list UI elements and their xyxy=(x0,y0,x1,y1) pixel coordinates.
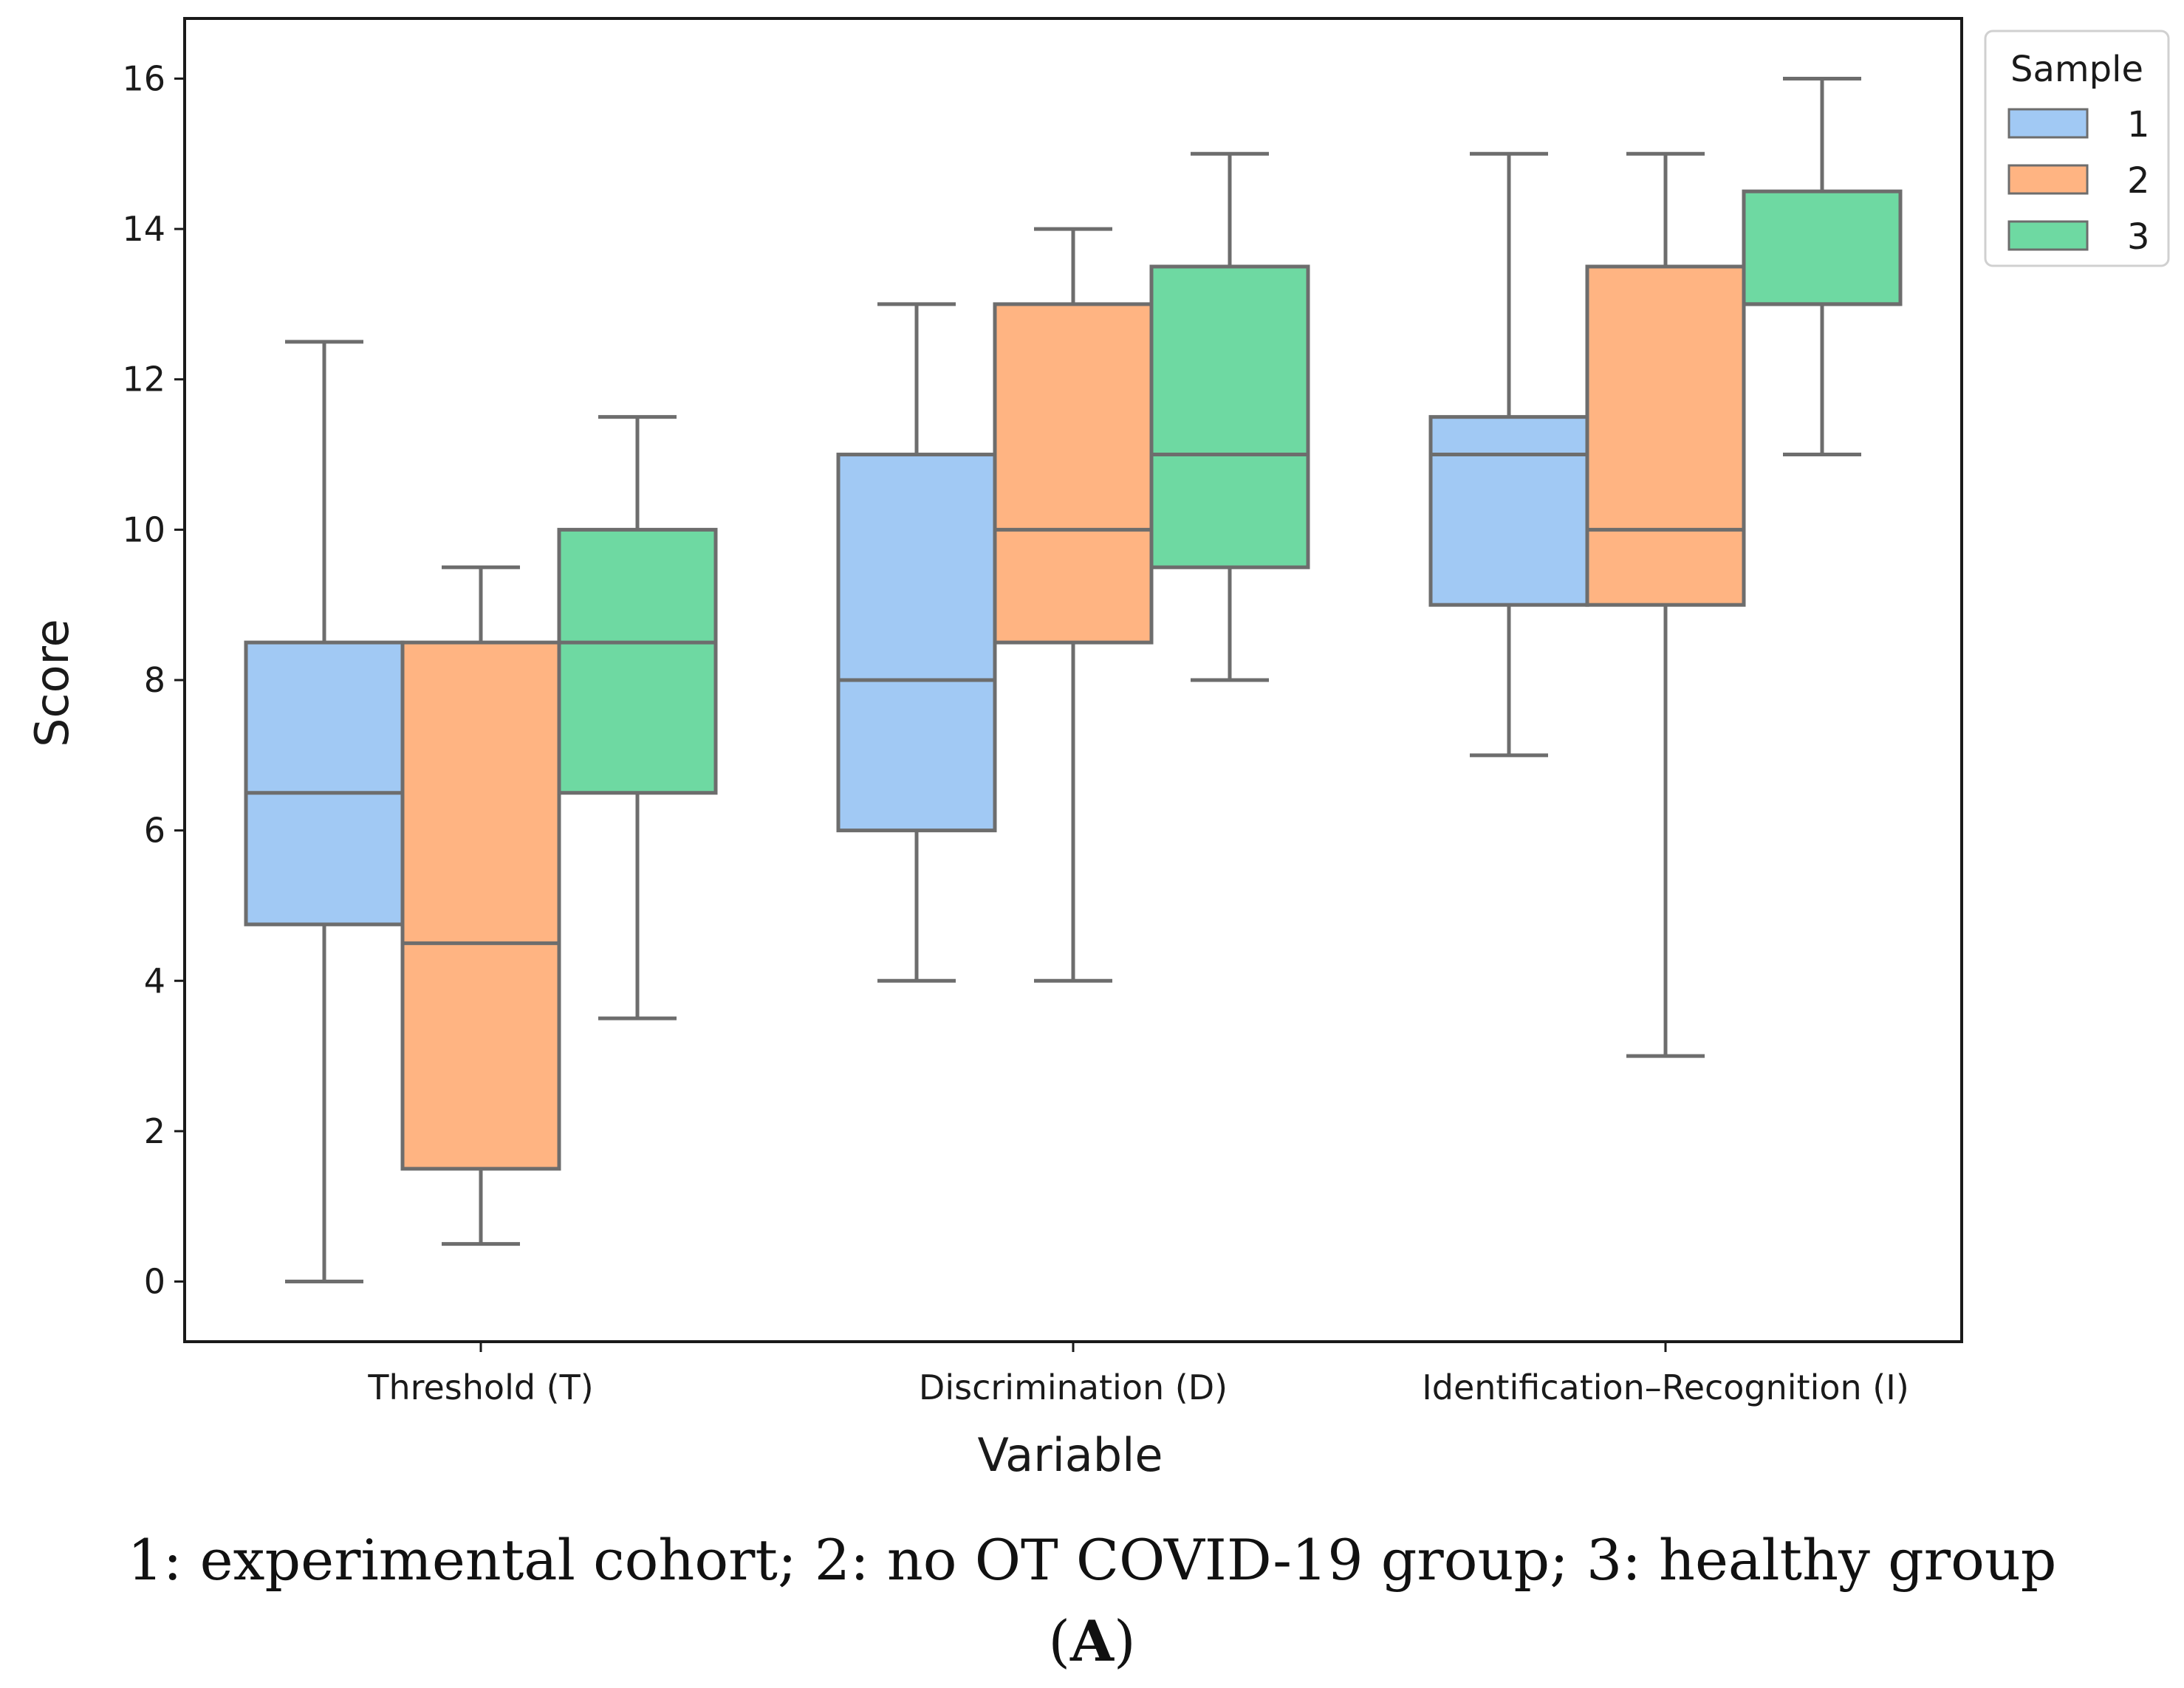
legend-box xyxy=(1984,30,2170,267)
box-s2-3 xyxy=(1585,151,1746,1058)
box-iqr xyxy=(1742,189,1903,306)
box-iqr xyxy=(244,640,405,927)
y-axis-label: Score xyxy=(25,619,79,747)
y-tick-label: 12 xyxy=(122,360,165,399)
box-s2-1 xyxy=(400,565,561,1246)
legend-label-2: 2 xyxy=(2127,160,2150,202)
legend-label-3: 3 xyxy=(2127,216,2150,258)
y-tick-label: 14 xyxy=(122,209,165,249)
figure-caption: 1: experimental cohort; 2: no OT COVID-1… xyxy=(127,1527,2057,1593)
box-iqr xyxy=(993,302,1154,645)
figure-label-close: ) xyxy=(1113,1608,1136,1674)
y-tick-label: 10 xyxy=(122,510,165,549)
y-tick-label: 8 xyxy=(144,660,165,700)
box-iqr xyxy=(557,527,718,795)
legend: Sample 1 2 3 xyxy=(1984,30,2170,267)
box-s1-1 xyxy=(244,340,405,1284)
box-iqr xyxy=(1428,415,1589,607)
box-s1-3 xyxy=(1428,151,1589,758)
legend-swatch-3 xyxy=(2007,220,2089,251)
figure-label-letter: A xyxy=(1070,1608,1114,1674)
x-tick-label: Threshold (T) xyxy=(367,1368,593,1407)
y-tick-label: 6 xyxy=(144,811,165,851)
figure-label-open: ( xyxy=(1048,1608,1071,1674)
legend-title: Sample xyxy=(2010,49,2143,90)
legend-swatch-2 xyxy=(2007,164,2089,195)
box-s3-2 xyxy=(1149,151,1310,682)
y-tick-label: 2 xyxy=(144,1111,165,1151)
box-iqr xyxy=(836,453,997,833)
box-s3-3 xyxy=(1742,76,1903,457)
y-tick-label: 0 xyxy=(144,1262,165,1302)
x-tick-label: Identification–Recognition (I) xyxy=(1422,1368,1909,1407)
y-tick-label: 16 xyxy=(122,58,165,98)
box-iqr xyxy=(400,640,561,1171)
figure-label: (A) xyxy=(0,1608,2184,1674)
box-iqr xyxy=(1585,264,1746,607)
box-s3-1 xyxy=(557,415,718,1020)
box-iqr xyxy=(1149,264,1310,569)
x-axis-label: Variable xyxy=(977,1428,1163,1482)
legend-label-1: 1 xyxy=(2127,104,2150,145)
box-s2-2 xyxy=(993,227,1154,983)
legend-swatch-1 xyxy=(2007,108,2089,139)
y-tick-label: 4 xyxy=(144,961,165,1001)
x-tick-label: Discrimination (D) xyxy=(919,1368,1228,1407)
box-s1-2 xyxy=(836,302,997,983)
